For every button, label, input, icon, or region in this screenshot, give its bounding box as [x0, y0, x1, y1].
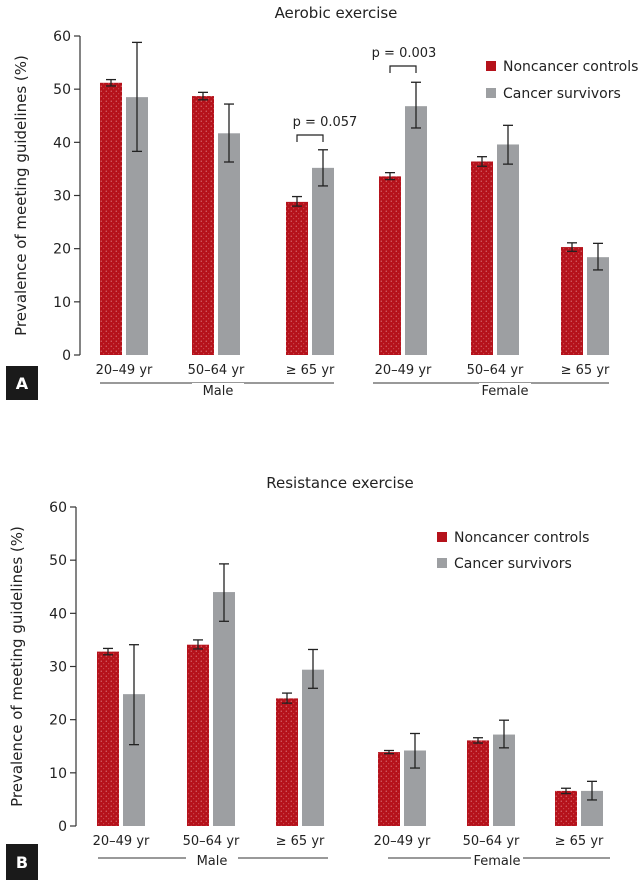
- bar-noncancer: [276, 698, 298, 826]
- x-tick-label: 20–49 yr: [96, 363, 153, 378]
- bar-noncancer: [100, 82, 122, 355]
- bar-cancer: [123, 694, 145, 826]
- x-tick-label: 20–49 yr: [375, 363, 432, 378]
- legend-swatch-cancer: [437, 558, 447, 568]
- bar-noncancer: [379, 176, 401, 355]
- x-tick-label: ≥ 65 yr: [286, 363, 335, 378]
- bar-noncancer: [187, 644, 209, 826]
- p-value-annotation: p = 0.003: [372, 46, 437, 61]
- y-tick-label: 40: [53, 135, 71, 151]
- panel-label-box: [6, 366, 38, 400]
- bar-noncancer: [555, 790, 577, 826]
- bar-noncancer: [471, 161, 493, 355]
- legend-label: Noncancer controls: [503, 59, 638, 75]
- panel-label: A: [16, 374, 29, 393]
- group-label-bg: [479, 383, 531, 399]
- y-tick-label: 60: [53, 29, 71, 45]
- y-tick-label: 20: [49, 713, 67, 729]
- x-tick-label: ≥ 65 yr: [276, 834, 325, 849]
- bar-noncancer: [192, 96, 214, 355]
- bar-noncancer: [97, 651, 119, 826]
- x-tick-label: 50–64 yr: [188, 363, 245, 378]
- y-axis-label: Prevalence of meeting guidelines (%): [8, 526, 26, 807]
- y-tick-label: 0: [58, 819, 67, 835]
- bar-cancer: [405, 106, 427, 356]
- group-label-bg: [192, 383, 244, 399]
- y-tick-label: 40: [49, 606, 67, 622]
- p-value-annotation: p = 0.057: [293, 115, 358, 130]
- group-label: Male: [203, 384, 234, 399]
- y-tick-label: 50: [53, 82, 71, 98]
- p-value-bracket: [296, 134, 324, 142]
- chart-title: Aerobic exercise: [275, 4, 398, 22]
- y-tick-label: 30: [49, 660, 67, 676]
- legend-swatch-cancer: [486, 88, 496, 98]
- bar-noncancer: [378, 752, 400, 826]
- y-tick-label: 0: [62, 348, 71, 364]
- legend-label: Cancer survivors: [503, 86, 621, 102]
- group-label: Female: [481, 384, 528, 399]
- bar-cancer: [404, 750, 426, 826]
- y-tick-label: 50: [49, 553, 67, 569]
- legend-swatch-noncancer: [437, 532, 447, 542]
- bar-cancer: [581, 790, 603, 826]
- bar-cancer: [302, 669, 324, 826]
- x-tick-label: 50–64 yr: [183, 834, 240, 849]
- group-label: Female: [473, 854, 520, 869]
- bar-cancer: [497, 144, 519, 355]
- p-value-bracket: [389, 65, 417, 73]
- y-tick-label: 30: [53, 189, 71, 205]
- y-tick-label: 20: [53, 242, 71, 258]
- bar-cancer: [126, 97, 148, 356]
- y-axis-label: Prevalence of meeting guidelines (%): [12, 55, 30, 336]
- legend-label: Noncancer controls: [454, 530, 589, 546]
- x-tick-label: ≥ 65 yr: [561, 363, 610, 378]
- bar-noncancer: [561, 247, 583, 355]
- panel-label-box: [6, 844, 38, 880]
- y-tick-label: 10: [49, 766, 67, 782]
- x-tick-label: 50–64 yr: [467, 363, 524, 378]
- bar-noncancer: [286, 201, 308, 355]
- group-label: Male: [197, 854, 228, 869]
- y-tick-label: 60: [49, 500, 67, 516]
- x-tick-label: 50–64 yr: [463, 834, 520, 849]
- legend-label: Cancer survivors: [454, 556, 572, 572]
- y-tick-label: 10: [53, 295, 71, 311]
- group-label-bg: [471, 853, 523, 869]
- x-tick-label: 20–49 yr: [93, 834, 150, 849]
- bar-cancer: [218, 133, 240, 355]
- legend-swatch-noncancer: [486, 61, 496, 71]
- bar-cancer: [312, 167, 334, 355]
- bar-noncancer: [467, 740, 489, 826]
- bar-cancer: [213, 592, 235, 826]
- x-tick-label: 20–49 yr: [374, 834, 431, 849]
- chart-title: Resistance exercise: [266, 474, 414, 492]
- bar-cancer: [587, 257, 609, 355]
- x-tick-label: ≥ 65 yr: [555, 834, 604, 849]
- bar-cancer: [493, 734, 515, 826]
- panel-label: B: [16, 853, 28, 872]
- group-label-bg: [186, 853, 238, 869]
